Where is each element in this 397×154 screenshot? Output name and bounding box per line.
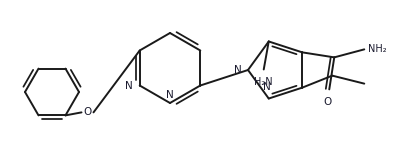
Text: N: N: [125, 81, 133, 91]
Text: N: N: [263, 81, 271, 91]
Text: O: O: [323, 97, 331, 107]
Text: H₂N: H₂N: [254, 77, 273, 87]
Text: O: O: [83, 107, 92, 117]
Text: N: N: [234, 65, 242, 75]
Text: N: N: [166, 90, 174, 100]
Text: NH₂: NH₂: [368, 44, 387, 54]
